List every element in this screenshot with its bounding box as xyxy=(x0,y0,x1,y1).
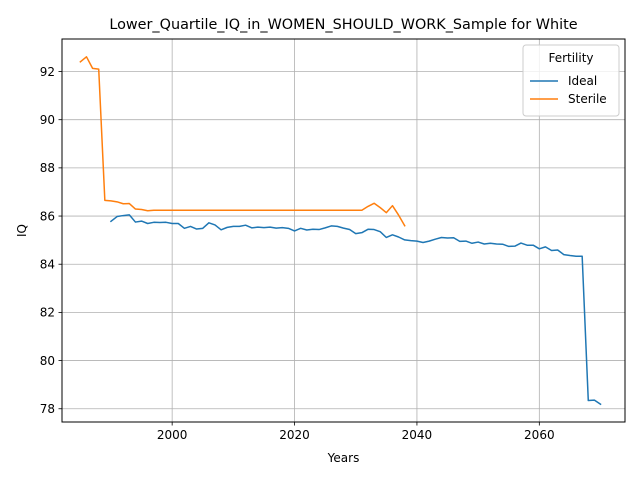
x-axis-label: Years xyxy=(327,451,360,465)
plot-area-frame xyxy=(61,38,626,423)
x-axis: 2000 2020 2040 2060 xyxy=(157,422,555,442)
plot-lines xyxy=(79,56,602,406)
y-axis-label: IQ xyxy=(15,224,29,237)
legend-label-sterile: Sterile xyxy=(568,92,607,106)
series-line-ideal xyxy=(109,214,602,406)
series-line-sterile xyxy=(79,56,406,227)
x-tick-label: 2020 xyxy=(279,428,310,442)
y-tick-label: 86 xyxy=(40,209,55,223)
y-tick-label: 78 xyxy=(40,402,55,416)
chart-title: Lower_Quartile_IQ_in_WOMEN_SHOULD_WORK_S… xyxy=(109,17,577,33)
y-tick-label: 92 xyxy=(40,65,55,79)
legend-title: Fertility xyxy=(548,51,593,65)
legend: Fertility Ideal Sterile xyxy=(522,44,620,117)
legend-label-ideal: Ideal xyxy=(568,74,597,88)
x-tick-label: 2000 xyxy=(157,428,188,442)
x-tick-label: 2040 xyxy=(402,428,433,442)
y-tick-label: 82 xyxy=(40,306,55,320)
x-tick-label: 2060 xyxy=(524,428,555,442)
y-axis: 78 80 82 84 86 88 90 92 xyxy=(40,65,62,416)
y-tick-label: 88 xyxy=(40,161,55,175)
y-tick-label: 90 xyxy=(40,113,55,127)
y-tick-label: 80 xyxy=(40,354,55,368)
y-tick-label: 84 xyxy=(40,258,55,272)
